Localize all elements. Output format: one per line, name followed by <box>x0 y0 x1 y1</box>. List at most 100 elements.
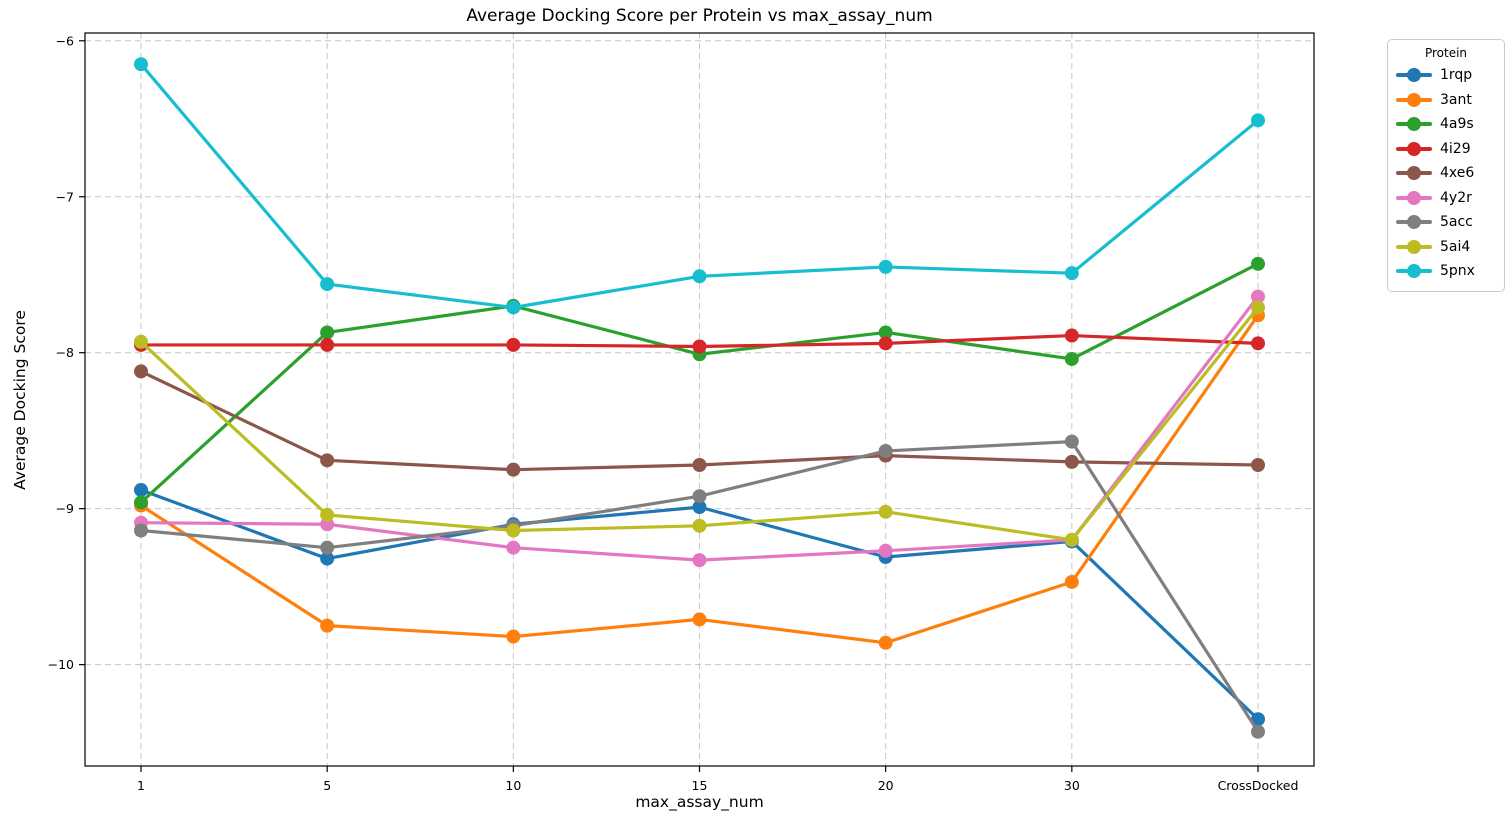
data-point-4xe6 <box>692 458 707 473</box>
data-point-3ant <box>506 629 521 644</box>
legend-marker <box>1407 166 1421 181</box>
x-tick-label: 10 <box>505 778 521 793</box>
data-point-4a9s <box>1251 256 1265 271</box>
legend-swatch-icon <box>1396 68 1432 83</box>
data-point-4i29 <box>320 337 335 352</box>
data-point-4i29 <box>878 336 893 351</box>
legend-swatch-icon <box>1396 141 1432 156</box>
data-point-5acc <box>692 489 707 504</box>
legend-entry-5acc: 5acc <box>1396 210 1496 235</box>
y-tick-label: −6 <box>56 33 74 48</box>
data-point-5ai4 <box>134 334 148 349</box>
data-point-4y2r <box>692 553 707 568</box>
legend-swatch-icon <box>1396 215 1432 230</box>
legend-entries: 1rqp 3ant 4a9s 4i29 4xe6 4y2r 5acc 5ai4 5pnx <box>1396 63 1496 284</box>
data-point-5ai4 <box>320 507 335 522</box>
x-tick-label: CrossDocked <box>1218 778 1299 793</box>
legend-label: 4i29 <box>1440 140 1471 157</box>
data-point-1rqp <box>692 500 707 515</box>
data-point-4i29 <box>506 337 521 352</box>
data-point-4xe6 <box>134 364 148 379</box>
legend-entry-1rqp: 1rqp <box>1396 63 1496 88</box>
data-point-5acc <box>1251 724 1265 739</box>
y-tick-label: −8 <box>56 345 74 360</box>
data-point-3ant <box>692 612 707 627</box>
data-point-4a9s <box>320 325 335 340</box>
legend-entry-4y2r: 4y2r <box>1396 186 1496 211</box>
legend-marker <box>1407 264 1421 279</box>
data-point-5acc <box>320 540 335 555</box>
data-point-4xe6 <box>1251 458 1265 473</box>
legend-marker <box>1407 215 1421 230</box>
x-axis-label: max_assay_num <box>635 793 764 811</box>
data-point-4i29 <box>692 339 707 354</box>
legend-label: 5acc <box>1440 214 1473 231</box>
legend-marker <box>1407 190 1421 205</box>
data-point-1rqp <box>134 482 148 497</box>
legend-marker <box>1407 141 1421 156</box>
data-point-5pnx <box>134 57 148 72</box>
legend-label: 5ai4 <box>1440 238 1471 255</box>
data-point-3ant <box>878 635 893 650</box>
legend-marker <box>1407 68 1421 83</box>
data-point-3ant <box>320 618 335 633</box>
data-point-5ai4 <box>878 504 893 519</box>
data-point-4y2r <box>878 543 893 558</box>
data-point-5pnx <box>506 300 521 315</box>
legend-label: 4a9s <box>1440 116 1474 133</box>
legend-entry-4xe6: 4xe6 <box>1396 161 1496 186</box>
legend-swatch-icon <box>1396 117 1432 132</box>
data-point-5acc <box>878 443 893 458</box>
data-point-5pnx <box>692 269 707 284</box>
legend-label: 4xe6 <box>1440 165 1475 182</box>
x-tick-label: 5 <box>323 778 331 793</box>
data-point-5ai4 <box>1251 300 1265 315</box>
legend-swatch-icon <box>1396 239 1432 254</box>
data-point-4y2r <box>506 540 521 555</box>
y-tick-label: −10 <box>48 657 74 672</box>
data-point-5pnx <box>1064 266 1079 281</box>
legend-swatch-icon <box>1396 190 1432 205</box>
data-point-4a9s <box>1064 351 1079 366</box>
legend-swatch-icon <box>1396 166 1432 181</box>
legend-entry-4i29: 4i29 <box>1396 137 1496 162</box>
legend-marker <box>1407 117 1421 132</box>
chart-title: Average Docking Score per Protein vs max… <box>466 6 933 26</box>
data-point-5pnx <box>320 277 335 292</box>
legend-label: 5pnx <box>1440 263 1475 280</box>
legend-swatch-icon <box>1396 264 1432 279</box>
legend-marker <box>1407 92 1421 107</box>
x-tick-label: 15 <box>692 778 708 793</box>
legend-swatch-icon <box>1396 92 1432 107</box>
data-point-1rqp <box>1251 712 1265 727</box>
data-point-4y2r <box>1251 289 1265 304</box>
data-point-5ai4 <box>692 518 707 533</box>
data-point-5ai4 <box>1064 532 1079 547</box>
legend: Protein 1rqp 3ant 4a9s 4i29 4xe6 4y2r 5acc 5ai4… <box>1387 39 1505 292</box>
legend-entry-5pnx: 5pnx <box>1396 259 1496 284</box>
legend-entry-3ant: 3ant <box>1396 88 1496 113</box>
data-point-5ai4 <box>506 523 521 538</box>
data-point-1rqp <box>320 551 335 566</box>
x-tick-label: 1 <box>137 778 145 793</box>
legend-marker <box>1407 239 1421 254</box>
data-point-5pnx <box>1251 113 1265 128</box>
y-tick-label: −7 <box>56 189 74 204</box>
data-point-4i29 <box>1251 336 1265 351</box>
data-point-4xe6 <box>1064 454 1079 469</box>
legend-entry-5ai4: 5ai4 <box>1396 235 1496 260</box>
data-point-4a9s <box>878 325 893 340</box>
data-point-4xe6 <box>320 453 335 468</box>
legend-label: 3ant <box>1440 91 1472 108</box>
legend-entry-4a9s: 4a9s <box>1396 112 1496 137</box>
data-point-3ant <box>1064 574 1079 589</box>
data-point-4a9s <box>134 495 148 510</box>
legend-title: Protein <box>1424 46 1468 60</box>
data-point-4i29 <box>1064 328 1079 343</box>
data-point-4xe6 <box>506 462 521 477</box>
x-tick-label: 20 <box>878 778 894 793</box>
legend-label: 4y2r <box>1440 189 1472 206</box>
data-point-5acc <box>134 523 148 538</box>
